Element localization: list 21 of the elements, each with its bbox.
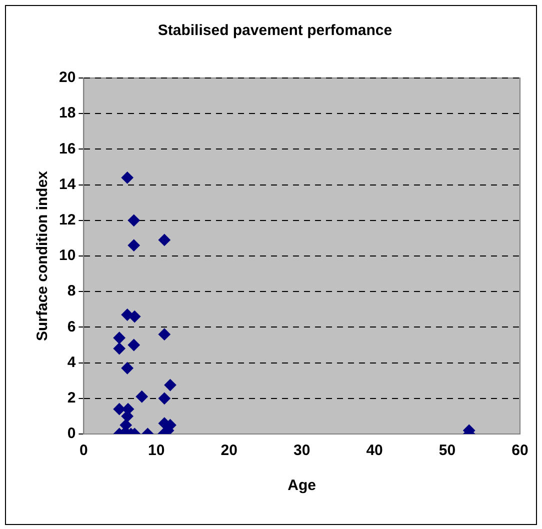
y-tick-label: 4 [67, 354, 76, 371]
chart-title: Stabilised pavement perfomance [158, 22, 392, 40]
y-tick-label: 8 [67, 282, 76, 300]
y-tick-label: 2 [67, 390, 76, 407]
x-tick-label: 0 [80, 442, 88, 460]
x-tick-label: 30 [294, 442, 310, 460]
y-tick-label: 12 [58, 212, 76, 229]
y-tick-label: 14 [58, 176, 76, 193]
x-tick-label: 60 [512, 442, 528, 460]
y-tick-label: 10 [58, 247, 76, 264]
x-tick-label: 20 [220, 442, 238, 460]
x-tick-label: 10 [148, 442, 165, 460]
x-tick-label: 50 [438, 442, 456, 460]
y-tick-label: 6 [67, 318, 76, 336]
y-tick-label: 20 [58, 69, 76, 86]
x-tick-label: 40 [366, 442, 383, 460]
y-tick-label: 0 [67, 425, 76, 442]
y-axis-title: Surface condition index [34, 170, 52, 342]
y-tick-label: 16 [58, 140, 76, 158]
y-tick-label: 18 [58, 104, 76, 122]
x-axis-title: Age [288, 477, 316, 494]
